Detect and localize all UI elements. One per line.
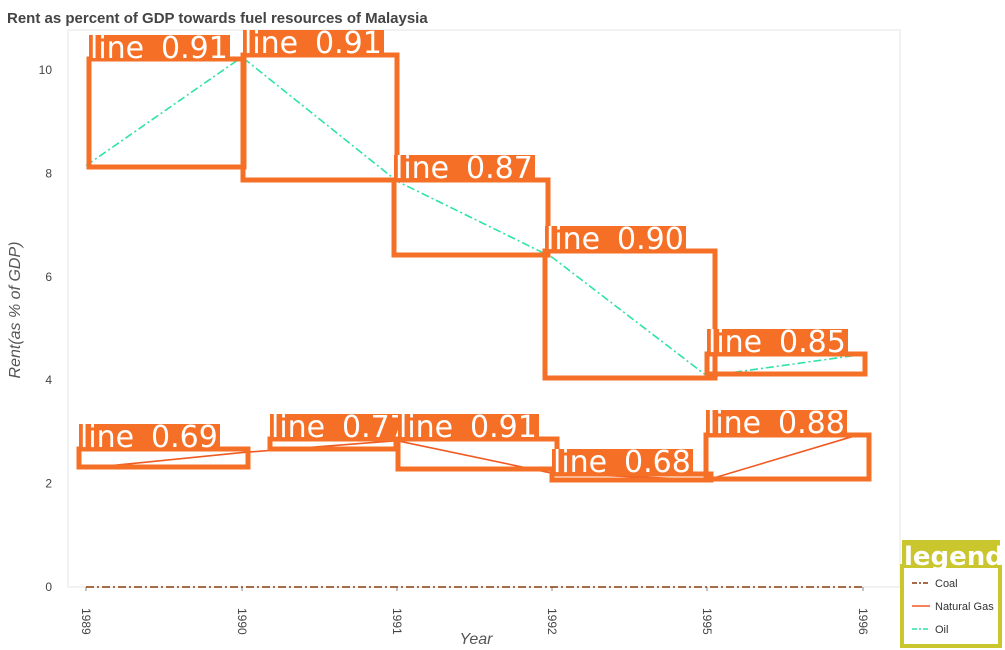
y-tick-label: 6 [45, 270, 52, 284]
y-tick-label: 10 [39, 63, 53, 77]
legend: legend Coal Natural Gas Oil [900, 540, 1004, 648]
detection-score-text: 0.87 [466, 151, 533, 186]
detection-label-bg [394, 155, 535, 180]
y-axis-ticks: 0 2 4 6 8 10 [39, 63, 53, 594]
detection-score-text: 0.68 [624, 445, 691, 480]
legend-tag-text: legend [904, 542, 1004, 572]
x-tick-label: 1996 [856, 608, 870, 635]
detection-label-text: line [395, 151, 449, 186]
detection-score-text: 0.69 [151, 420, 218, 455]
detection-label-bg [545, 226, 686, 251]
detection-label-text: line [244, 26, 298, 61]
y-tick-label: 0 [45, 580, 52, 594]
detection-label-text: line [271, 410, 325, 445]
plot-area [67, 29, 901, 588]
detection-score-text: 0.91 [315, 26, 382, 61]
detection-score-text: 0.91 [470, 410, 537, 445]
chart-title: Rent as percent of GDP towards fuel reso… [7, 10, 428, 27]
detection-label-text: line [90, 31, 144, 66]
detection-score-text: 0.91 [161, 31, 228, 66]
legend-label: Coal [935, 578, 958, 590]
detection-label-text: line [80, 420, 134, 455]
x-tick-label: 1990 [235, 608, 249, 635]
y-axis-title: Rent(as % of GDP) [7, 242, 24, 379]
x-tick-label: 1992 [545, 608, 559, 635]
detection-label-text: line [707, 406, 761, 441]
detection-label-bg [89, 35, 230, 60]
legend-tag-bg [902, 540, 1000, 567]
y-tick-label: 2 [45, 477, 52, 491]
y-tick-label: 8 [45, 166, 52, 180]
detection-label-bg [398, 414, 539, 439]
detection-score-text: 0.85 [779, 325, 846, 360]
detection-label-bg [706, 410, 847, 435]
y-tick-label: 4 [45, 373, 52, 387]
detection-label-text: line [708, 325, 762, 360]
x-axis-title: Year [460, 631, 494, 648]
x-tick-label: 1989 [79, 608, 93, 635]
legend-label: Natural Gas [935, 601, 994, 613]
x-axis-ticks: 1989 1990 1991 1992 1995 1996 [79, 587, 870, 635]
detection-label-bg [552, 449, 693, 474]
detection-label-text: line [553, 445, 607, 480]
detection-label-bg [79, 424, 220, 449]
x-tick-label: 1991 [390, 608, 404, 635]
detection-score-text: 0.90 [617, 222, 684, 257]
detection-label-text: line [399, 410, 453, 445]
detection-label-bg [270, 414, 398, 439]
detection-score-text: 0.88 [778, 406, 845, 441]
detection-label-bg [707, 329, 848, 354]
legend-label: Oil [935, 624, 948, 636]
x-tick-label: 1995 [700, 608, 714, 635]
detection-label-text: line [546, 222, 600, 257]
detection-overlay: line 0.91 line 0.91 line 0.87 line 0.90 line 0.85… [76, 26, 872, 483]
detection-label-bg [243, 30, 384, 55]
series-line-natural-gas [85, 432, 864, 481]
